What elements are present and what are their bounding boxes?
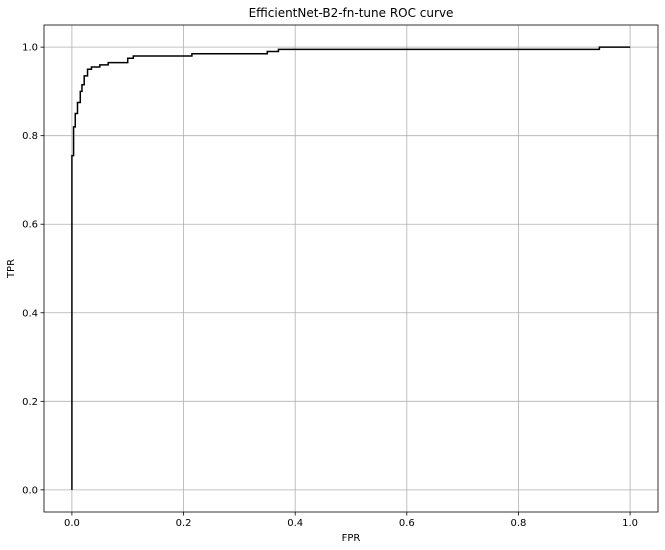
x-tick-label: 0.4 <box>287 518 303 529</box>
y-tick-label: 0.4 <box>22 308 38 319</box>
y-tick-label: 0.8 <box>22 131 38 142</box>
x-tick-label: 0.2 <box>176 518 192 529</box>
x-axis: 0.0 0.2 0.4 0.6 0.8 1.0 <box>64 512 638 529</box>
x-tick-label: 0.0 <box>64 518 80 529</box>
x-axis-label: FPR <box>342 533 361 544</box>
chart-title: EfficientNet-B2-fn-tune ROC curve <box>249 6 454 20</box>
x-tick-label: 0.8 <box>511 518 527 529</box>
grid <box>44 25 658 512</box>
x-tick-label: 1.0 <box>622 518 638 529</box>
y-axis: 0.0 0.2 0.4 0.6 0.8 1.0 <box>22 43 44 496</box>
y-tick-label: 0.2 <box>22 397 38 408</box>
y-axis-label: TPR <box>6 259 17 279</box>
y-tick-label: 0.6 <box>22 220 38 231</box>
roc-curve-layer <box>71 46 631 490</box>
y-tick-label: 0.0 <box>22 485 38 496</box>
x-tick-label: 0.6 <box>399 518 415 529</box>
plot-frame <box>43 24 659 513</box>
y-tick-label: 1.0 <box>22 43 38 54</box>
roc-curve-line <box>71 46 631 490</box>
